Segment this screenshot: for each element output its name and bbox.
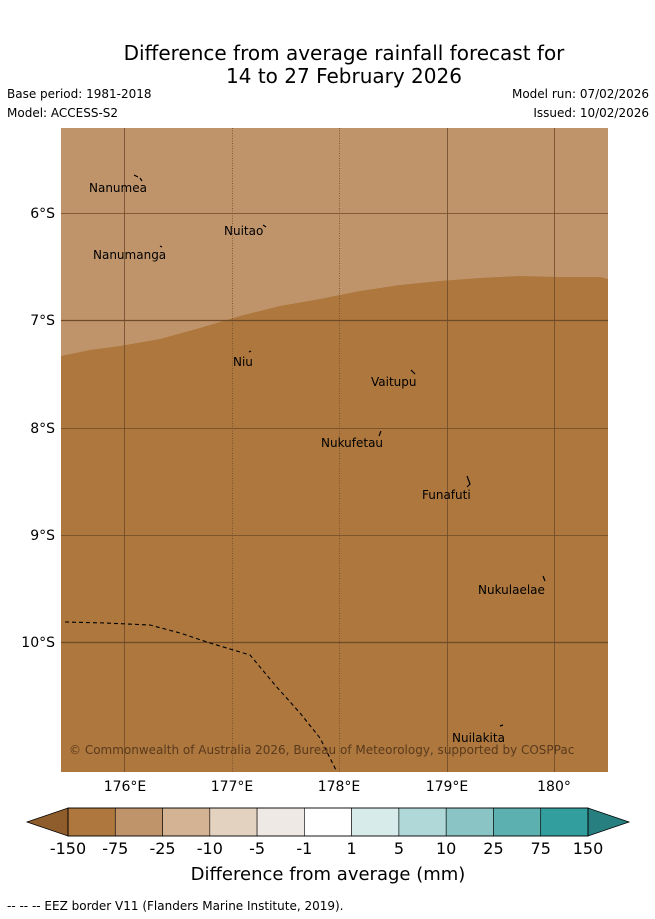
lon-tick-178e: 178°E: [318, 779, 361, 795]
lon-tick-179e: 179°E: [426, 779, 469, 795]
lat-tick-6s: 6°S: [30, 206, 55, 222]
colorbar-tick-label: 10: [436, 839, 456, 858]
colorbar-bin-0: [67, 807, 116, 837]
label-nuitao: Nuitao: [224, 224, 263, 238]
colorbar-tick-label: 25: [483, 839, 503, 858]
colorbar-tick-label: -75: [102, 839, 128, 858]
nukufetau-island: [378, 430, 382, 437]
colorbar-bin-8: [445, 807, 494, 837]
nukulaelae-island: [542, 575, 546, 582]
colorbar-tick-label: -1: [296, 839, 312, 858]
graticule: [61, 128, 608, 772]
colorbar-over-triangle: [587, 807, 631, 837]
funafuti-island: [466, 475, 471, 488]
colorbar-under-triangle: [25, 807, 69, 837]
islands: [133, 174, 546, 727]
lat-tick-8s: 8°S: [30, 421, 55, 437]
colorbar-bin-5: [304, 807, 352, 837]
colorbar-tick-label: -10: [197, 839, 223, 858]
nuitao-island: [262, 224, 267, 228]
niu-island: [248, 350, 252, 353]
eez-legend-note: -- -- -- EEZ border V11 (Flanders Marine…: [7, 899, 344, 913]
colorbar-bin-4: [256, 807, 305, 837]
lat-tick-9s: 9°S: [30, 528, 55, 544]
lat-tick-7s: 7°S: [30, 313, 55, 329]
colorbar: -150 -75 -25 -10 -5 -1 1 5 10 25 75 150 Difference …: [25, 807, 631, 885]
colorbar-tick-label: 1: [347, 839, 357, 858]
nuilakita-island: [499, 724, 504, 727]
eez-border: [64, 621, 337, 771]
colorbar-tick-label: -5: [249, 839, 265, 858]
vaitupu-island: [410, 369, 416, 375]
colorbar-bin-3: [209, 807, 258, 837]
colorbar-bin-1: [114, 807, 163, 837]
map-title-line-1: Difference from average rainfall forecas…: [123, 41, 565, 65]
colorbar-tick-label: 150: [573, 839, 604, 858]
label-nanumea: Nanumea: [89, 181, 147, 195]
base-period: Base period: 1981-2018: [7, 87, 152, 101]
colorbar-tick-label: 5: [394, 839, 404, 858]
colorbar-label: Difference from average (mm): [191, 864, 466, 885]
label-vaitupu: Vaitupu: [371, 375, 417, 389]
lat-tick-10s: 10°S: [21, 635, 55, 651]
label-nuilakita: Nuilakita: [452, 731, 505, 745]
shading-moderately-dry: [61, 128, 608, 356]
colorbar-tick-label: -150: [50, 839, 86, 858]
colorbar-tick-label: 75: [531, 839, 551, 858]
nanumanga-island: [159, 245, 163, 248]
colorbar-bin-2: [162, 807, 211, 837]
colorbar-bin-10: [540, 807, 589, 837]
lon-tick-177e: 177°E: [211, 779, 254, 795]
colorbar-bin-6: [351, 807, 400, 837]
copyright-notice: © Commonwealth of Australia 2026, Bureau…: [69, 743, 574, 757]
model-run-date: Model run: 07/02/2026: [511, 87, 649, 101]
nanumea-island: [133, 174, 143, 182]
lon-tick-180: 180°: [537, 779, 571, 795]
colorbar-tick-label: -25: [149, 839, 175, 858]
label-funafuti: Funafuti: [422, 488, 471, 502]
colorbar-bin-9: [493, 807, 542, 837]
label-nanumanga: Nanumanga: [93, 248, 166, 262]
rainfall-map: Nanumea Nuitao Nanumanga Niu Vaitupu Nuk…: [21, 128, 608, 795]
label-nukulaelae: Nukulaelae: [478, 583, 545, 597]
map-title-line-2: 14 to 27 February 2026: [226, 64, 462, 88]
model-name: Model: ACCESS-S2: [7, 106, 119, 120]
colorbar-bin-7: [398, 807, 447, 837]
label-niu: Niu: [233, 355, 253, 369]
issued-date: Issued: 10/02/2026: [533, 106, 649, 120]
lon-tick-176e: 176°E: [104, 779, 147, 795]
label-nukufetau: Nukufetau: [321, 436, 383, 450]
